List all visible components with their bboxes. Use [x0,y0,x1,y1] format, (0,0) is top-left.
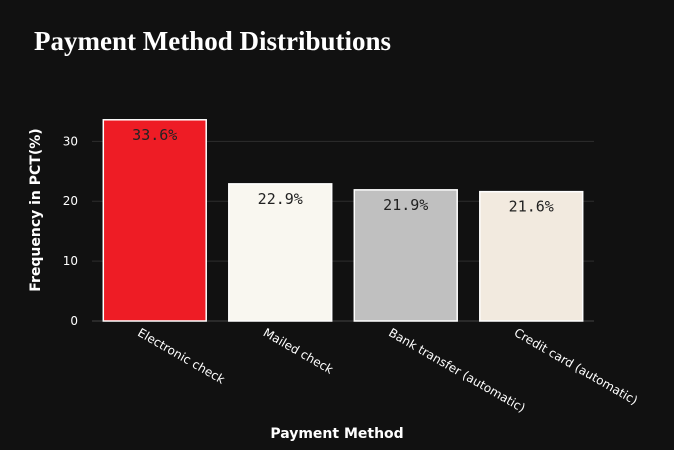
bar-data-label: 21.6% [509,198,554,216]
bar [479,190,584,322]
bar [102,119,207,322]
x-tick-label: Electronic check [135,325,227,386]
y-tick-label: 10 [63,254,78,268]
x-axis-title: Payment Method [270,426,403,442]
x-tick-label: Credit card (automatic) [512,325,640,407]
y-tick-label: 0 [70,314,78,328]
y-axis-title: Frequency in PCT(%) [28,128,44,291]
bar [353,189,458,322]
x-tick-label: Bank transfer (automatic) [386,325,527,415]
y-tick-label: 20 [63,194,78,208]
x-axis-ticks: Electronic check Mailed check Bank transfe… [135,325,640,415]
y-axis-ticks: 0 10 20 30 [63,134,78,328]
y-tick-label: 30 [63,134,78,148]
bar [228,183,333,322]
bar-data-label: 21.9% [383,196,428,214]
bar-data-label: 22.9% [258,190,303,208]
bar-data-label: 33.6% [132,126,177,144]
bars: 33.6% 22.9% 21.9% 21.6% [102,119,584,322]
x-tick-label: Mailed check [261,325,336,376]
chart-title: Payment Method Distributions [34,26,391,56]
